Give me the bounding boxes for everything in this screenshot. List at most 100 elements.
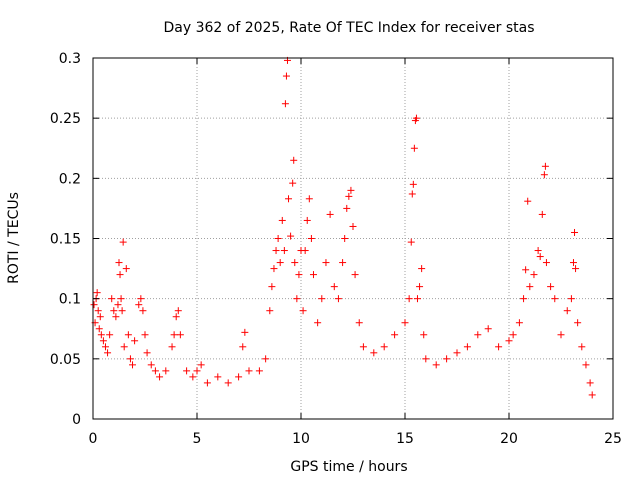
data-point (239, 343, 247, 351)
data-point (334, 295, 342, 303)
data-point (262, 355, 270, 363)
data-point (330, 283, 338, 291)
data-point (147, 361, 155, 369)
data-point (349, 222, 357, 230)
data-point (586, 379, 594, 387)
data-point (420, 331, 428, 339)
data-point (343, 204, 351, 212)
data-point (567, 295, 575, 303)
data-point (124, 331, 132, 339)
data-points (90, 56, 596, 399)
data-point (90, 301, 98, 309)
x-tick-label: 20 (500, 431, 518, 447)
data-point (588, 391, 596, 399)
data-point (408, 190, 416, 198)
data-point (347, 186, 355, 194)
data-point (572, 265, 580, 273)
data-point (339, 259, 347, 267)
data-point (97, 331, 105, 339)
data-point (245, 367, 253, 375)
data-point (391, 331, 399, 339)
data-point (281, 100, 289, 108)
data-point (536, 253, 544, 261)
data-point (183, 367, 191, 375)
data-point (110, 307, 118, 315)
data-point (538, 210, 546, 218)
data-point (410, 144, 418, 152)
data-point (235, 373, 243, 381)
data-point (530, 271, 538, 279)
data-point (509, 331, 517, 339)
data-point (162, 367, 170, 375)
data-point (104, 349, 112, 357)
data-point (126, 355, 134, 363)
data-point (359, 343, 367, 351)
data-point (524, 197, 532, 205)
data-point (114, 301, 122, 309)
y-tick-label: 0.3 (59, 51, 81, 67)
data-point (255, 367, 263, 375)
data-point (547, 283, 555, 291)
data-point (484, 325, 492, 333)
data-point (170, 331, 178, 339)
data-point (309, 271, 317, 279)
data-point (495, 343, 503, 351)
y-axis-label: ROTI / TECUs (6, 192, 22, 284)
data-point (571, 228, 579, 236)
data-point (172, 313, 180, 321)
y-tick-label: 0 (72, 412, 81, 428)
data-point (582, 361, 590, 369)
data-point (94, 307, 102, 315)
data-point (314, 319, 322, 327)
data-point (355, 319, 363, 327)
grid (93, 58, 613, 419)
data-point (156, 373, 164, 381)
data-point (526, 283, 534, 291)
data-point (143, 349, 151, 357)
data-point (322, 259, 330, 267)
data-point (224, 379, 232, 387)
data-point (307, 235, 315, 242)
data-point (290, 156, 298, 164)
data-point (289, 179, 297, 187)
data-point (407, 238, 415, 246)
data-point (380, 343, 388, 351)
data-point (122, 265, 130, 273)
data-point (282, 72, 290, 80)
data-point (151, 367, 159, 375)
data-point (405, 295, 413, 303)
data-point (443, 355, 451, 363)
data-point (453, 349, 461, 357)
data-point (141, 331, 149, 339)
data-point (203, 379, 211, 387)
data-point (139, 307, 147, 315)
data-point (412, 114, 420, 122)
data-point (99, 337, 107, 345)
y-tick-label: 0.1 (59, 292, 81, 308)
data-point (276, 259, 284, 267)
data-point (135, 301, 143, 309)
data-point (563, 307, 571, 315)
data-point (115, 259, 123, 267)
data-point (293, 295, 301, 303)
data-point (189, 373, 197, 381)
data-point (287, 232, 295, 240)
data-point (274, 235, 282, 242)
y-tick-label: 0.05 (50, 352, 81, 368)
data-point (137, 295, 145, 303)
data-point (106, 331, 114, 339)
data-point (96, 313, 104, 321)
data-point (541, 162, 549, 170)
data-point (193, 367, 201, 375)
data-point (463, 343, 471, 351)
data-point (542, 259, 550, 267)
data-point (401, 319, 409, 327)
data-point (515, 319, 523, 327)
x-tick-label: 15 (396, 431, 414, 447)
data-point (574, 319, 582, 327)
x-tick-label: 10 (292, 431, 310, 447)
data-point (108, 295, 116, 303)
data-point (266, 307, 274, 315)
data-point (118, 307, 126, 315)
data-point (301, 247, 309, 255)
